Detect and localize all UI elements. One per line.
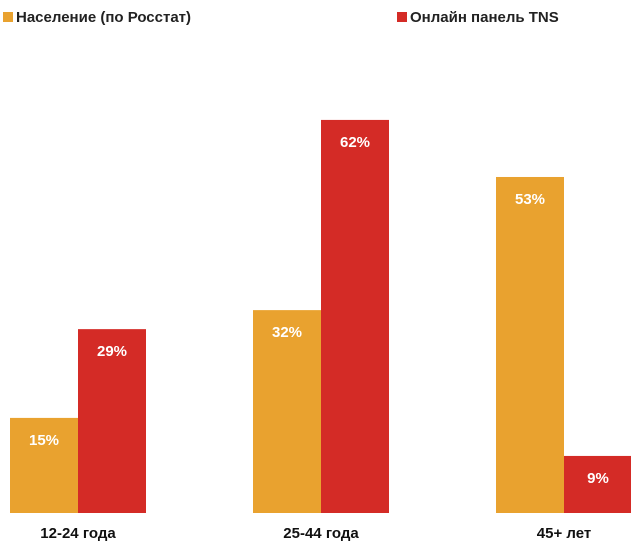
x-tick-label: 45+ лет (537, 525, 591, 542)
data-label: 9% (587, 470, 609, 487)
bar (496, 176, 564, 514)
legend-swatch (397, 12, 407, 22)
data-label: 62% (340, 134, 370, 151)
data-label: 32% (272, 324, 302, 341)
legend-label: Онлайн панель TNS (410, 9, 559, 26)
bar (10, 417, 78, 513)
legend-swatch (3, 12, 13, 22)
data-label: 53% (515, 191, 545, 208)
bar (78, 329, 146, 513)
data-label: 29% (97, 343, 127, 360)
x-tick-label: 12-24 года (40, 525, 116, 542)
legend-label: Население (по Росстат) (16, 9, 191, 26)
x-tick-label: 25-44 года (283, 525, 359, 542)
bar (564, 455, 631, 513)
bar (321, 119, 389, 514)
data-label: 15% (29, 432, 59, 449)
bar (253, 310, 321, 513)
